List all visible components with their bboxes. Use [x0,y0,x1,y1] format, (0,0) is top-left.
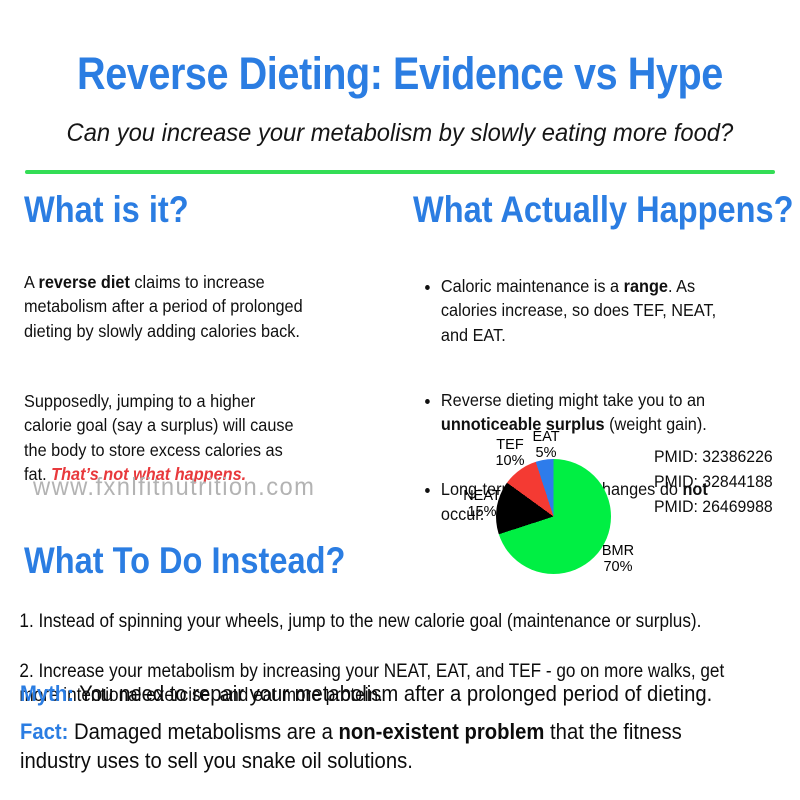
claim-text: Supposedly, jumping to a higher calorie … [24,390,294,485]
bullet-item-range: Caloric maintenance is a range. As calor… [441,274,794,348]
fact-label: Fact: [20,719,69,744]
fact-text-bold: non-existent problem [338,719,545,744]
fact-line: Fact: Damaged metabolisms are a non-exis… [20,718,800,775]
bullet-bold: unnoticeable surplus [440,414,605,434]
slice-name: TEF [496,437,524,453]
bullet-bold: not [682,479,708,499]
section-heading-what-is-it: What is it? [24,189,189,230]
myth-text: You need to repair your metabolism after… [79,681,713,706]
section-heading-what-to-do: What To Do Instead? [24,540,346,581]
subheader: Can you increase your metabolism by slow… [0,116,800,150]
section-heading-what-actually-happens: What Actually Happens? [413,189,794,230]
slice-percent: 5% [535,444,557,461]
todo-item-jump-to-goal: Instead of spinning your wheels, jump to… [19,609,800,633]
slice-percent: 10% [495,452,525,469]
divider-line [25,170,775,174]
bullet-text: Caloric maintenance is a [440,275,624,296]
bullet-text: occur. [440,503,485,524]
what-is-it-text: A reverse diet claims to increase metabo… [24,245,363,511]
paragraph-claim: Supposedly, jumping to a higher calorie … [24,389,363,487]
bullet-text: (weight gain). [604,414,707,434]
myth-label: Myth: [20,681,74,706]
fact-text-pre: Damaged metabolisms are a [74,719,339,744]
bullet-text: . As calories increase, so does TEF, NEA… [440,275,717,345]
todo-list: Instead of spinning your wheels, jump to… [15,585,800,733]
bullet-bold: range [623,275,668,296]
red-emphasis-text: That’s not what happens. [51,464,247,484]
myth-line: Myth: You need to repair your metabolism… [20,680,800,709]
page-title: Reverse Dieting: Evidence vs Hype [77,48,723,99]
todo-item-increase-metabolism: Increase your metabolism by increasing y… [19,659,800,707]
definition-pre: A [24,271,39,292]
pie-chart [496,459,611,574]
paragraph-definition: A reverse diet claims to increase metabo… [24,270,363,344]
definition-bold: reverse diet [38,271,130,292]
definition-post: claims to increase metabolism after a pe… [24,271,303,341]
pmid-item: PMID: 26469988 [654,497,773,516]
header: Reverse Dieting: Evidence vs Hype [0,46,800,102]
watermark-url: www.fxnlfitnutrition.com [33,473,316,501]
pie-slice-label-eat: EAT 5% [517,429,575,461]
pmid-reference-list: PMID: 32386226 PMID: 32844188 PMID: 2646… [654,444,773,519]
pie-slice-label-bmr: BMR 70% [588,543,648,575]
page-subtitle: Can you increase your metabolism by slow… [66,119,734,147]
pie-slice-label-neat: NEAT 15% [447,488,517,520]
fact-text-post: that the fitness industry uses to sell y… [20,719,682,773]
slice-percent: 70% [603,558,633,575]
pmid-item: PMID: 32386226 [654,447,773,466]
slice-name: EAT [532,429,560,445]
slice-name: BMR [601,543,635,559]
pmid-item: PMID: 32844188 [654,472,773,491]
pie-slice-label-tef: TEF 10% [481,437,539,469]
bullet-text: Reverse dieting might take you to an [440,389,706,410]
bullet-item-surplus: Reverse dieting might take you to an unn… [441,388,794,437]
slice-name: NEAT [463,488,501,504]
slice-percent: 15% [467,503,497,520]
